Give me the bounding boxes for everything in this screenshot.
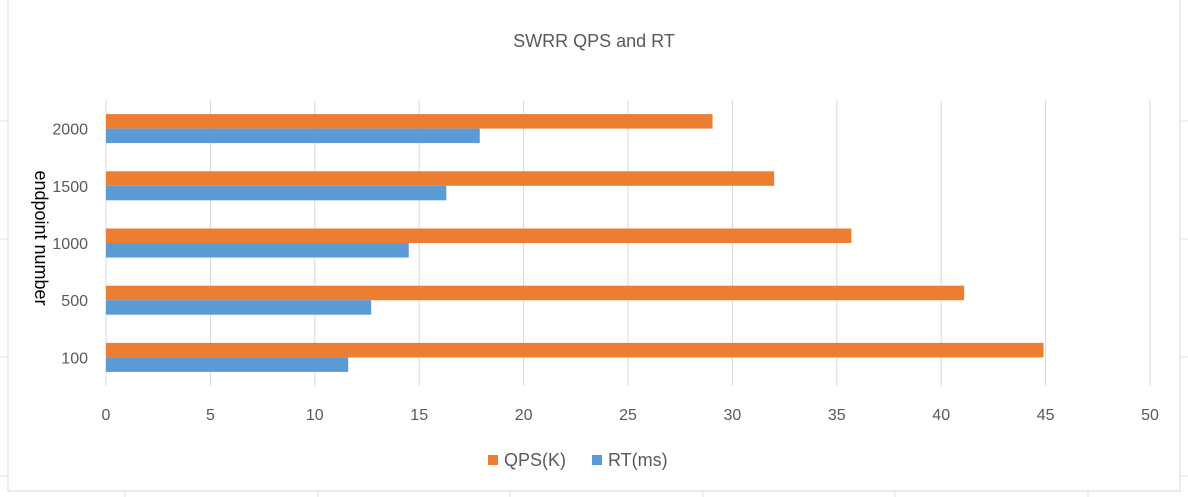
x-tick-label: 20 <box>515 407 533 424</box>
bar-rtms-1500 <box>106 185 447 201</box>
bar-rtms-2000 <box>106 128 480 144</box>
y-tick-label: 1500 <box>52 179 88 196</box>
x-tick-label: 45 <box>1037 407 1055 424</box>
chart-title: SWRR QPS and RT <box>513 31 675 51</box>
x-tick-label: 50 <box>1141 407 1159 424</box>
x-tick-label: 5 <box>206 407 215 424</box>
x-tick-label: 0 <box>102 407 111 424</box>
sheet-background <box>0 120 1188 497</box>
y-tick-label: 500 <box>61 293 88 310</box>
bar-qpsk-1000 <box>106 228 852 243</box>
y-axis-label: endpoint number <box>31 170 51 305</box>
x-tick-label: 10 <box>306 407 324 424</box>
y-tick-label: 2000 <box>52 122 88 139</box>
x-tick-label: 15 <box>410 407 428 424</box>
legend-label: RT(ms) <box>608 450 668 470</box>
bar-rtms-100 <box>106 357 349 372</box>
bar-rtms-500 <box>106 300 372 315</box>
legend-swatch <box>488 455 498 465</box>
x-tick-label: 25 <box>619 407 637 424</box>
bar-qpsk-500 <box>106 285 965 301</box>
x-tick-label: 40 <box>932 407 950 424</box>
bar-qpsk-1500 <box>106 171 775 186</box>
x-tick-label: 30 <box>724 407 742 424</box>
y-tick-label: 100 <box>61 350 88 367</box>
legend-label: QPS(K) <box>504 450 566 470</box>
legend-swatch <box>592 455 602 465</box>
y-tick-label: 1000 <box>52 236 88 253</box>
x-tick-label: 35 <box>828 407 846 424</box>
bar-rtms-1000 <box>106 243 409 258</box>
bar-qpsk-2000 <box>106 114 713 129</box>
bar-qpsk-100 <box>106 342 1044 358</box>
